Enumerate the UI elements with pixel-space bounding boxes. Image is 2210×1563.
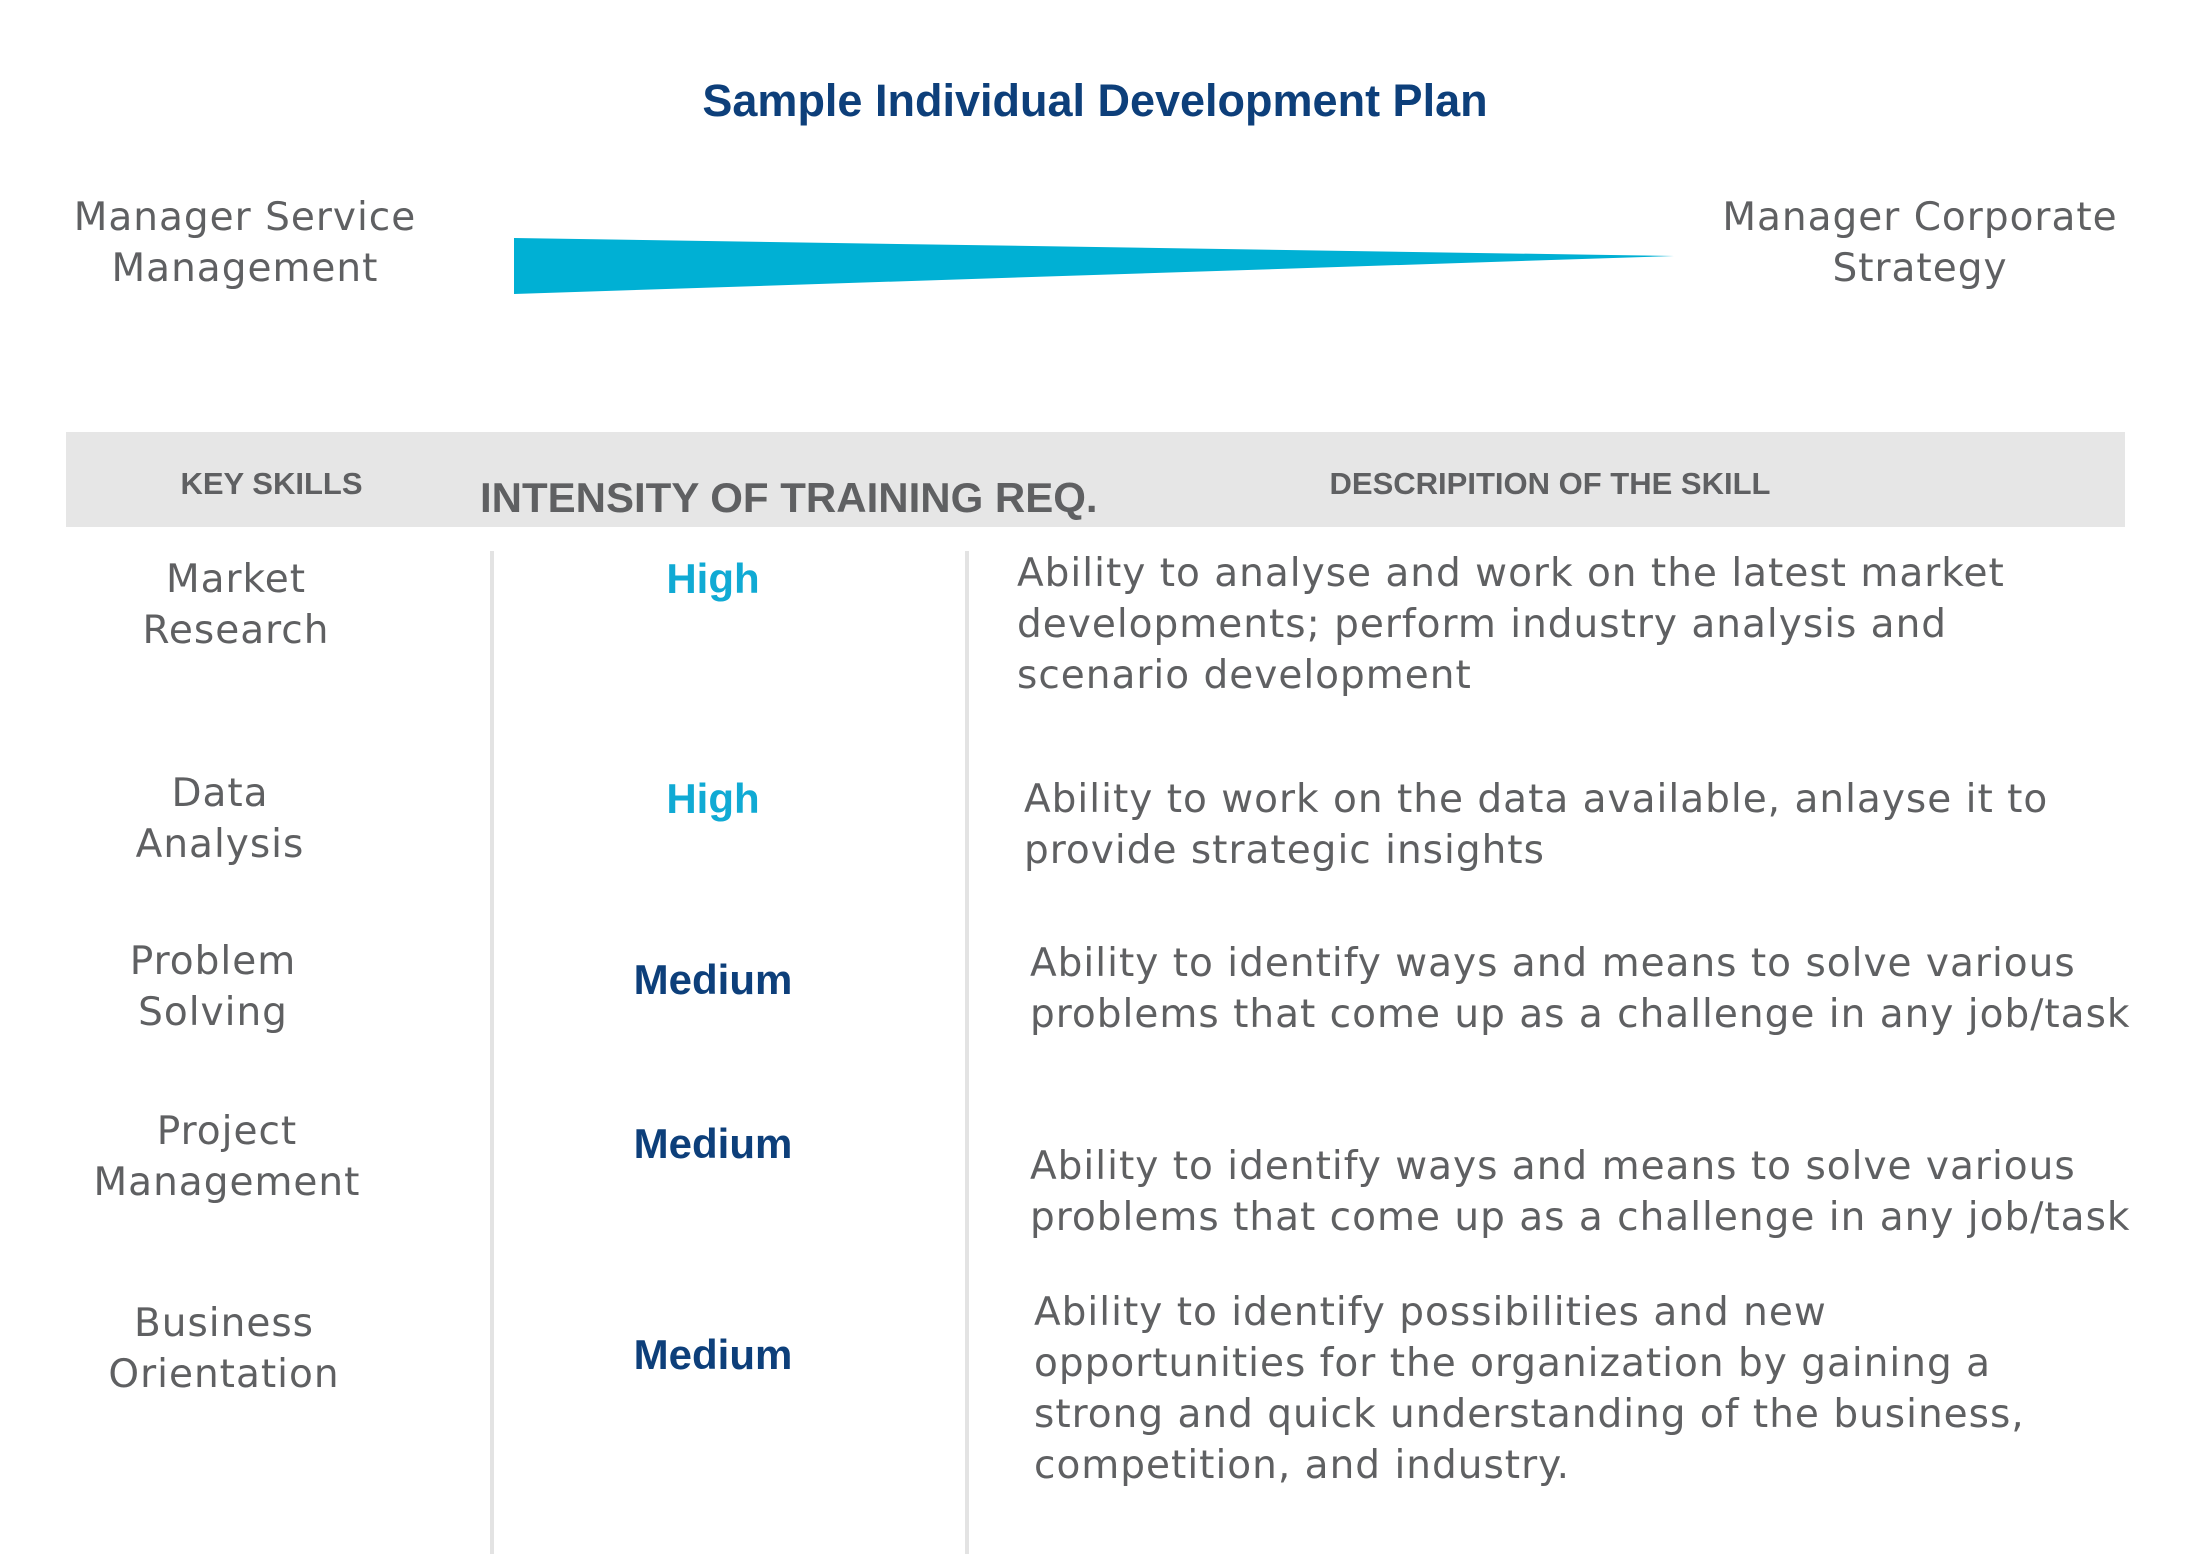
target-role-line: Manager Corporate bbox=[1722, 195, 2118, 240]
description-line: strong and quick understanding of the bu… bbox=[1034, 1392, 2025, 1437]
skill-description: Ability to identify ways and means to so… bbox=[1030, 1141, 2130, 1243]
skill-name: Market Research bbox=[76, 554, 396, 656]
column-divider bbox=[965, 551, 969, 1554]
skill-name: Data Analysis bbox=[60, 768, 380, 870]
skill-name-line: Market bbox=[165, 557, 307, 602]
skill-name-line: Data bbox=[171, 771, 269, 816]
skill-description: Ability to identify possibilities and ne… bbox=[1034, 1287, 2025, 1491]
skill-name-line: Analysis bbox=[135, 822, 305, 867]
description-line: Ability to identify possibilities and ne… bbox=[1034, 1290, 1827, 1335]
career-transition-arrow bbox=[514, 238, 1674, 294]
intensity-value: High bbox=[666, 555, 760, 602]
skill-name-line: Management bbox=[93, 1160, 361, 1205]
skill-name-line: Research bbox=[142, 608, 330, 653]
description-line: provide strategic insights bbox=[1024, 828, 1545, 873]
table-header bbox=[66, 432, 2125, 527]
current-role: Manager Service Management bbox=[55, 192, 435, 294]
intensity-value: Medium bbox=[633, 956, 793, 1003]
target-role-line: Strategy bbox=[1832, 246, 2008, 291]
description-line: opportunities for the organization by ga… bbox=[1034, 1341, 1992, 1386]
skill-description: Ability to identify ways and means to so… bbox=[1030, 938, 2130, 1040]
description-line: Ability to analyse and work on the lates… bbox=[1017, 551, 2005, 596]
skill-name: Project Management bbox=[67, 1106, 387, 1208]
description-line: problems that come up as a challenge in … bbox=[1030, 992, 2131, 1037]
skill-name: Problem Solving bbox=[53, 936, 373, 1038]
skill-description: Ability to work on the data available, a… bbox=[1024, 774, 2048, 876]
skill-name-line: Business bbox=[134, 1301, 314, 1346]
column-header-intensity: INTENSITY OF TRAINING REQ. bbox=[480, 474, 1098, 521]
description-line: developments; perform industry analysis … bbox=[1017, 602, 1948, 647]
description-line: problems that come up as a challenge in … bbox=[1030, 1195, 2131, 1240]
column-header-key-skills: KEY SKILLS bbox=[180, 466, 363, 501]
description-line: scenario development bbox=[1017, 653, 1472, 698]
page-title: Sample Individual Development Plan bbox=[702, 75, 1488, 126]
description-line: Ability to identify ways and means to so… bbox=[1030, 1144, 2076, 1189]
skill-name-line: Orientation bbox=[108, 1352, 340, 1397]
current-role-line: Management bbox=[111, 246, 379, 291]
description-line: Ability to identify ways and means to so… bbox=[1030, 941, 2076, 986]
intensity-value: High bbox=[666, 775, 760, 822]
column-header-description: DESCRIPITION OF THE SKILL bbox=[1329, 466, 1771, 501]
skill-name: Business Orientation bbox=[64, 1298, 384, 1400]
column-divider bbox=[490, 551, 494, 1554]
skill-name-line: Problem bbox=[129, 939, 297, 984]
career-transition-wedge bbox=[514, 238, 1674, 294]
skill-description: Ability to analyse and work on the lates… bbox=[1017, 548, 2005, 701]
description-line: competition, and industry. bbox=[1034, 1443, 1571, 1488]
intensity-value: Medium bbox=[633, 1120, 793, 1167]
intensity-value: Medium bbox=[633, 1331, 793, 1378]
description-line: Ability to work on the data available, a… bbox=[1024, 777, 2049, 822]
target-role: Manager Corporate Strategy bbox=[1720, 192, 2120, 294]
skill-name-line: Project bbox=[156, 1109, 298, 1154]
current-role-line: Manager Service bbox=[73, 195, 417, 240]
skill-name-line: Solving bbox=[138, 990, 288, 1035]
